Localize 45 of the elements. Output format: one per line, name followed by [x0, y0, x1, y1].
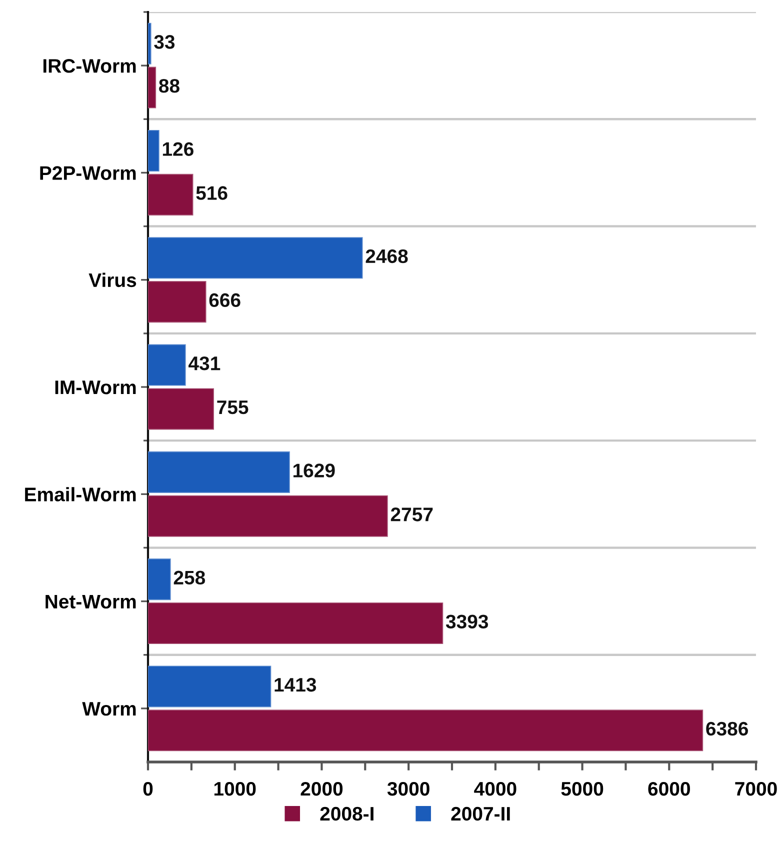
x-tick-label: 7000	[735, 782, 777, 796]
x-tick-label: 4000	[474, 782, 516, 796]
bar	[148, 388, 214, 430]
data-label: 516	[196, 186, 228, 200]
data-label: 88	[159, 78, 180, 93]
legend-label: 2008-I	[320, 806, 374, 821]
data-label: 2757	[390, 508, 433, 522]
bar	[148, 495, 388, 537]
y-tick-label: Virus	[88, 272, 136, 288]
bar	[148, 237, 363, 279]
y-tick-label: IM-Worm	[55, 380, 136, 394]
data-label: 3393	[446, 614, 488, 628]
bar	[148, 602, 444, 644]
bar	[148, 710, 704, 752]
bar	[148, 451, 290, 493]
x-tick-label: 0	[143, 782, 153, 796]
bar	[148, 666, 272, 708]
bar	[148, 558, 171, 600]
data-label: 126	[162, 142, 194, 156]
data-label: 666	[209, 293, 240, 308]
bar	[148, 22, 152, 64]
data-label: 6386	[706, 722, 748, 736]
data-label: 2468	[366, 249, 408, 264]
legend-label: 2007-II	[451, 806, 510, 821]
x-tick-label: 1000	[214, 782, 256, 796]
data-label: 1413	[274, 678, 316, 692]
x-tick-label: 5000	[561, 782, 604, 796]
y-tick-label: Net-Worm	[46, 594, 136, 609]
data-label: 33	[154, 35, 175, 49]
y-tick-label: P2P-Worm	[40, 166, 136, 180]
data-label: 258	[174, 570, 206, 585]
y-tick-label: Worm	[82, 702, 136, 716]
x-tick-label: 2000	[300, 782, 343, 796]
data-label: 1629	[293, 464, 335, 478]
y-tick-label: Email-Worm	[25, 487, 136, 502]
data-label: 755	[217, 400, 248, 414]
bar	[148, 344, 186, 386]
x-tick-label: 6000	[648, 782, 690, 796]
x-tick-label: 3000	[387, 782, 430, 796]
bar	[148, 130, 160, 172]
y-tick-label: IRC-Worm	[43, 59, 136, 73]
bar	[148, 281, 206, 323]
bar	[148, 66, 156, 108]
data-label: 431	[188, 356, 220, 370]
bar	[148, 174, 194, 216]
